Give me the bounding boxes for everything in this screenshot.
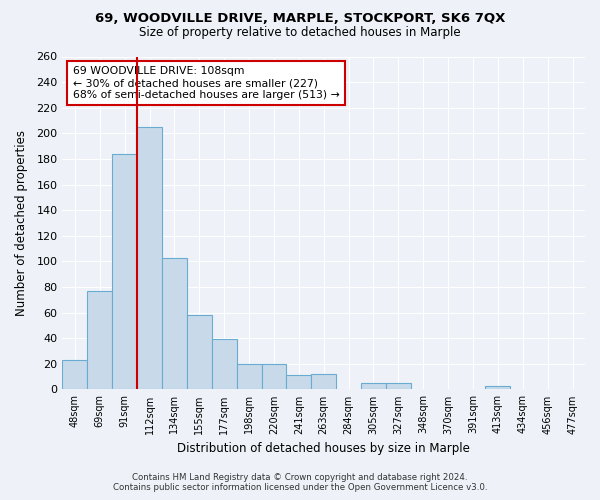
Bar — [262, 364, 286, 390]
Text: Size of property relative to detached houses in Marple: Size of property relative to detached ho… — [139, 26, 461, 39]
Bar — [485, 386, 511, 390]
Bar — [236, 364, 262, 390]
Bar — [187, 315, 212, 390]
Bar — [137, 127, 162, 390]
Bar — [311, 374, 336, 390]
Bar — [286, 376, 311, 390]
Bar — [112, 154, 137, 390]
Y-axis label: Number of detached properties: Number of detached properties — [15, 130, 28, 316]
Text: 69 WOODVILLE DRIVE: 108sqm
← 30% of detached houses are smaller (227)
68% of sem: 69 WOODVILLE DRIVE: 108sqm ← 30% of deta… — [73, 66, 340, 100]
Bar — [361, 383, 386, 390]
Text: Contains HM Land Registry data © Crown copyright and database right 2024.
Contai: Contains HM Land Registry data © Crown c… — [113, 473, 487, 492]
X-axis label: Distribution of detached houses by size in Marple: Distribution of detached houses by size … — [177, 442, 470, 455]
Bar — [162, 258, 187, 390]
Bar — [212, 340, 236, 390]
Bar — [88, 291, 112, 390]
Bar — [386, 383, 411, 390]
Text: 69, WOODVILLE DRIVE, MARPLE, STOCKPORT, SK6 7QX: 69, WOODVILLE DRIVE, MARPLE, STOCKPORT, … — [95, 12, 505, 26]
Bar — [62, 360, 88, 390]
